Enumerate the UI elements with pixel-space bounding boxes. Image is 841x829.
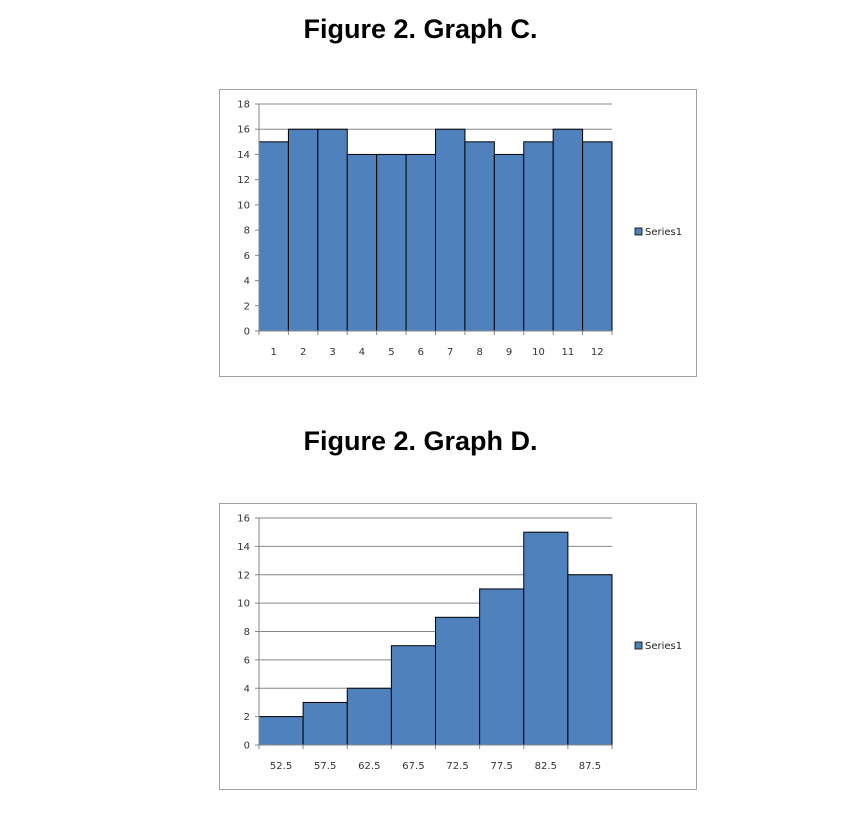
x-tick-label: 57.5 bbox=[314, 761, 336, 772]
x-tick-label: 77.5 bbox=[491, 761, 513, 772]
x-tick-label: 9 bbox=[506, 347, 512, 358]
x-tick-label: 11 bbox=[562, 347, 575, 358]
x-tick-label: 7 bbox=[447, 347, 453, 358]
x-tick-label: 1 bbox=[271, 347, 277, 358]
y-tick-label: 18 bbox=[237, 100, 250, 111]
bar bbox=[552, 128, 584, 332]
bar bbox=[258, 141, 289, 332]
y-tick-label: 0 bbox=[244, 327, 250, 338]
x-tick-label: 82.5 bbox=[535, 761, 557, 772]
y-tick-label: 6 bbox=[244, 251, 250, 262]
y-tick-label: 14 bbox=[237, 150, 250, 161]
bar bbox=[376, 153, 407, 332]
bar bbox=[479, 588, 525, 746]
bar bbox=[317, 128, 348, 332]
y-tick-label: 10 bbox=[237, 200, 250, 211]
y-tick-label: 10 bbox=[237, 599, 250, 610]
y-tick-label: 14 bbox=[237, 542, 250, 553]
y-tick-label: 4 bbox=[244, 276, 250, 287]
chart-graph-c: 0 2 4 6 8 10 12 14 16 18 1 2 3 4 5 6 7 8 9 10 11 12 Series1 bbox=[219, 89, 697, 377]
figure-title-graph-c: Figure 2. Graph C. bbox=[303, 14, 538, 44]
x-tick-label: 12 bbox=[591, 347, 604, 358]
y-tick-label: 16 bbox=[237, 125, 250, 136]
bar bbox=[567, 574, 613, 746]
bar bbox=[523, 141, 554, 332]
legend-swatch bbox=[634, 227, 643, 236]
x-tick-label: 10 bbox=[532, 347, 545, 358]
figure-title-graph-d: Figure 2. Graph D. bbox=[303, 426, 538, 456]
bar bbox=[523, 531, 569, 746]
x-tick-label: 4 bbox=[359, 347, 365, 358]
y-tick-label: 2 bbox=[244, 712, 250, 723]
legend-label: Series1 bbox=[645, 641, 682, 652]
y-tick-label: 4 bbox=[244, 684, 250, 695]
x-tick-label: 6 bbox=[418, 347, 424, 358]
y-tick-label: 8 bbox=[244, 226, 250, 237]
x-tick-label: 72.5 bbox=[446, 761, 468, 772]
y-tick-label: 2 bbox=[244, 301, 250, 312]
bar bbox=[435, 128, 466, 332]
x-tick-label: 2 bbox=[300, 347, 306, 358]
y-tick-label: 16 bbox=[237, 514, 250, 525]
bar bbox=[302, 701, 348, 746]
bar bbox=[390, 645, 436, 746]
y-tick-label: 8 bbox=[244, 627, 250, 638]
y-tick-label: 6 bbox=[244, 655, 250, 666]
x-tick-label: 67.5 bbox=[402, 761, 424, 772]
legend-label: Series1 bbox=[645, 227, 682, 238]
x-tick-label: 5 bbox=[388, 347, 394, 358]
bar bbox=[493, 153, 525, 332]
x-tick-label: 8 bbox=[476, 347, 482, 358]
x-tick-label: 62.5 bbox=[358, 761, 380, 772]
x-tick-label: 52.5 bbox=[270, 761, 292, 772]
y-tick-label: 12 bbox=[237, 175, 250, 186]
legend-swatch bbox=[634, 641, 643, 650]
y-tick-label: 12 bbox=[237, 570, 250, 581]
chart-graph-d-svg: 0 2 4 6 8 10 12 14 16 52.5 57.5 62.5 67.5 72.5 77.5 82.… bbox=[237, 514, 682, 773]
x-tick-label: 3 bbox=[329, 347, 335, 358]
bar bbox=[346, 687, 392, 746]
bar bbox=[435, 616, 481, 746]
y-tick-label: 0 bbox=[244, 741, 250, 752]
bar bbox=[405, 153, 436, 332]
x-tick-label: 87.5 bbox=[579, 761, 601, 772]
bar bbox=[258, 716, 304, 746]
bar bbox=[346, 153, 378, 332]
bar bbox=[287, 128, 319, 332]
chart-graph-d: 0 2 4 6 8 10 12 14 16 52.5 57.5 62.5 67.5 72.5 77.5 82.… bbox=[219, 503, 697, 790]
bar bbox=[464, 141, 495, 332]
bar bbox=[582, 141, 613, 332]
